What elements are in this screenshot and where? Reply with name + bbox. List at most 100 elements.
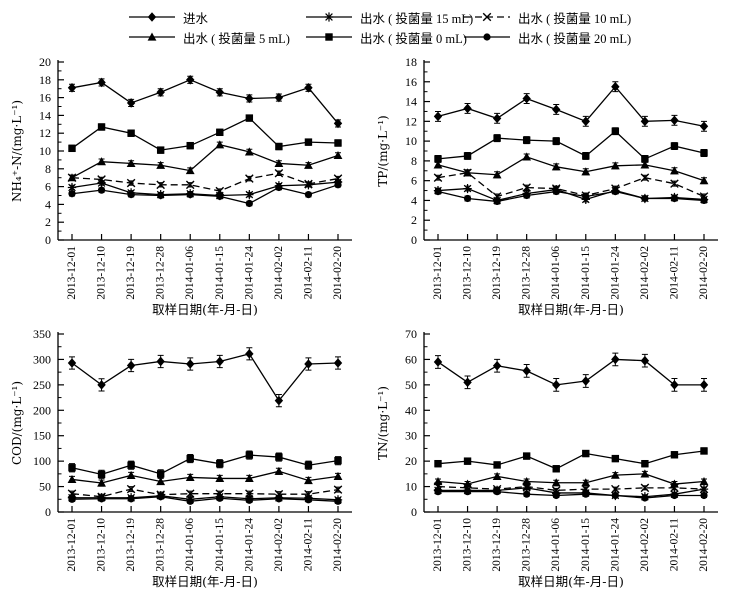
x-tick-label: 2013-12-01 (66, 246, 78, 300)
x-tick-label: 2013-12-19 (125, 518, 137, 572)
triangle-marker-icon (551, 162, 561, 171)
circle-legend-icon (464, 33, 510, 41)
y-tick-label: 300 (33, 352, 51, 366)
x-tick-label: 2014-01-15 (214, 246, 226, 300)
triangle-marker-icon (97, 157, 106, 166)
x-tick-label: 2013-12-19 (491, 246, 503, 300)
y-tick-label: 10 (405, 480, 417, 494)
x-tick-label: 2014-01-06 (550, 518, 562, 572)
square-marker-icon (611, 454, 620, 463)
triangle-marker-icon (244, 473, 254, 483)
circle-marker-icon (552, 491, 560, 500)
y-axis-title: NH₄⁺-N/(mg·L⁻¹) (10, 100, 24, 202)
square-marker-icon (522, 452, 531, 460)
asterisk-marker-icon (97, 178, 106, 188)
triangle-marker-icon (147, 32, 157, 41)
x-tick-label: 2013-12-19 (491, 518, 503, 572)
diamond-marker-icon (463, 103, 472, 114)
x-tick-label: 2014-02-20 (698, 518, 710, 572)
asterisk-marker-icon (699, 484, 709, 494)
legend-label: 出水 ( 投菌量 20 mL) (518, 31, 632, 46)
square-marker-icon (156, 470, 165, 478)
circle-marker-icon (483, 33, 491, 41)
circle-marker-icon (186, 497, 194, 505)
square-marker-icon (97, 123, 106, 131)
x-tick-label: 2013-12-10 (462, 246, 474, 300)
x-tick-label: 2014-02-02 (273, 518, 285, 572)
y-tick-label: 0 (411, 505, 417, 519)
y-tick-label: 2 (411, 213, 417, 227)
diamond-marker-icon (215, 87, 224, 98)
y-axis-title: COD/(mg·L⁻¹) (10, 381, 24, 465)
circle-marker-icon (670, 491, 679, 500)
square-marker-icon (463, 457, 472, 465)
triangle-marker-icon (126, 470, 136, 479)
square-marker-icon (641, 155, 649, 163)
legend-item-out5: 出水 ( 投菌量 5 mL) (128, 29, 290, 46)
x-tick-label: 2014-02-20 (332, 518, 344, 572)
triangle-marker-icon (67, 474, 77, 484)
diamond-marker-icon (492, 360, 502, 371)
diamond-marker-icon (67, 358, 77, 368)
asterisk-marker-icon (522, 483, 531, 493)
triangle-marker-icon (670, 166, 679, 175)
xcross-marker-icon (611, 484, 620, 494)
square-marker-icon (552, 465, 560, 473)
xcross-marker-icon (333, 485, 343, 494)
circle-marker-icon (670, 194, 679, 203)
x-tick-label: 2013-12-19 (125, 246, 137, 300)
triangle-marker-icon (274, 158, 284, 168)
chart-legend: 进水 出水 ( 投菌量 15 mL) 出水 ( 投菌量 10 mL) 出水 ( 投菌量… (0, 0, 732, 50)
diamond-marker-icon (274, 92, 284, 103)
y-tick-label: 6 (411, 174, 417, 188)
circle-marker-icon (611, 187, 619, 196)
legend-label: 进水 (183, 11, 209, 26)
circle-marker-icon (700, 196, 708, 205)
square-legend-icon (306, 33, 352, 41)
circle-marker-icon (523, 191, 531, 200)
legend-label: 出水 ( 投菌量 15 mL) (360, 11, 474, 26)
square-marker-icon (325, 33, 333, 41)
y-tick-label: 16 (39, 91, 51, 105)
diamond-marker-icon (67, 83, 77, 93)
xcross-marker-icon (670, 179, 679, 188)
diamond-marker-icon (699, 380, 709, 390)
x-tick-label: 2013-12-28 (521, 246, 533, 300)
y-tick-label: 30 (405, 429, 417, 443)
chart-svg-nh4n: 0 2 4 6 8 10 12 14 16 18 20 2013-12-01 2013-12-10 201… (10, 55, 352, 317)
diamond-marker-icon (333, 118, 343, 129)
circle-marker-icon (127, 495, 135, 503)
asterisk-marker-icon (324, 12, 334, 22)
circle-marker-icon (334, 497, 342, 505)
circle-marker-icon (463, 488, 472, 496)
series-influent (433, 352, 709, 392)
asterisk-marker-icon (304, 180, 313, 190)
y-tick-label: 250 (33, 378, 51, 392)
circle-marker-icon (611, 491, 619, 500)
legend-item-out0: 出水 ( 投菌量 0 mL) (305, 29, 467, 46)
legend-label: 出水 ( 投菌量 5 mL) (183, 31, 290, 46)
diamond-marker-icon (670, 380, 679, 390)
triangle-marker-icon (304, 160, 313, 169)
diamond-marker-icon (552, 380, 561, 390)
square-marker-icon (216, 459, 224, 468)
circle-marker-icon (97, 186, 106, 194)
circle-marker-icon (641, 494, 649, 502)
series-out5 (67, 466, 343, 487)
y-tick-label: 4 (45, 197, 51, 211)
triangle-marker-icon (126, 158, 136, 168)
square-marker-icon (493, 461, 501, 469)
y-axis-title: TP/(mg·L⁻¹) (376, 115, 390, 186)
triangle-marker-icon (97, 478, 106, 487)
triangle-marker-icon (333, 471, 343, 480)
diamond-marker-icon (186, 359, 195, 369)
diamond-marker-icon (186, 75, 195, 85)
y-tick-label: 0 (45, 505, 51, 519)
y-tick-label: 14 (39, 108, 51, 122)
y-tick-label: 70 (405, 327, 417, 341)
circle-marker-icon (463, 194, 472, 203)
xcross-marker-icon (245, 174, 254, 183)
circle-marker-icon (275, 495, 283, 503)
x-tick-label: 2014-02-20 (332, 246, 344, 300)
